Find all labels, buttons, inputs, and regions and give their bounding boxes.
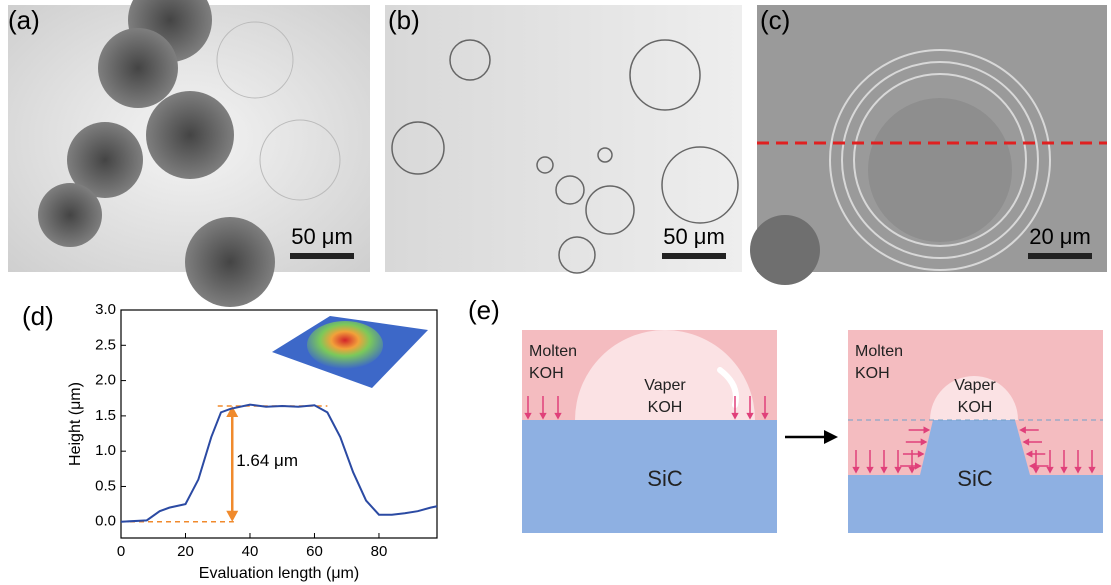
panel-label: (d) — [22, 301, 54, 331]
y-tick-label: 0.5 — [95, 477, 116, 494]
substrate-label: SiC — [647, 466, 683, 491]
y-tick-label: 1.5 — [95, 407, 116, 424]
panel-label: (e) — [468, 295, 500, 325]
y-tick-label: 2.0 — [95, 372, 116, 389]
x-tick-label: 80 — [371, 543, 388, 560]
chart: 0.0 0.5 1.0 1.5 2.0 2.5 3.0 0 20 40 60 80 Evaluation… — [67, 301, 437, 582]
scale-bar-label: 50 μm — [291, 224, 353, 249]
panel-label: (b) — [388, 5, 420, 35]
vapor-label: KOH — [958, 399, 993, 416]
liquid-label: KOH — [855, 365, 890, 382]
x-tick-label: 40 — [242, 543, 259, 560]
panel-label: (c) — [760, 5, 790, 35]
substrate-label: SiC — [957, 466, 993, 491]
y-tick-label: 1.0 — [95, 442, 116, 459]
vapor-label: KOH — [648, 399, 683, 416]
y-tick-label: 3.0 — [95, 301, 116, 318]
arrow-head — [226, 511, 238, 522]
panel-label: (a) — [8, 5, 40, 35]
liquid-label: Molten — [529, 343, 577, 360]
liquid-label: KOH — [529, 365, 564, 382]
micrograph-a — [8, 0, 370, 307]
scale-bar-label: 20 μm — [1029, 224, 1091, 249]
x-tick-label: 0 — [117, 543, 125, 560]
diagram — [522, 330, 1103, 533]
y-tick-label: 0.0 — [95, 513, 116, 530]
vapor-label: Vaper — [644, 377, 686, 394]
x-tick-label: 60 — [306, 543, 323, 560]
liquid-label: Molten — [855, 343, 903, 360]
x-tick-label: 20 — [177, 543, 194, 560]
vapor-label: Vaper — [954, 377, 996, 394]
inset-3d — [272, 316, 428, 388]
annotation: 1.64 μm — [236, 451, 298, 470]
figure: (a) (b) (c) (d) (e) 50 μm 50 μm 20 μm 0.… — [0, 0, 1111, 585]
scale-bar-label: 50 μm — [663, 224, 725, 249]
y-axis-label: Height (μm) — [67, 382, 84, 466]
y-tick-label: 2.5 — [95, 336, 116, 353]
x-axis-label: Evaluation length (μm) — [199, 565, 359, 582]
